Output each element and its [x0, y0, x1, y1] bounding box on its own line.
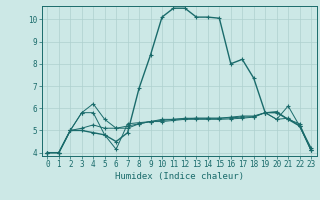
X-axis label: Humidex (Indice chaleur): Humidex (Indice chaleur)	[115, 172, 244, 181]
